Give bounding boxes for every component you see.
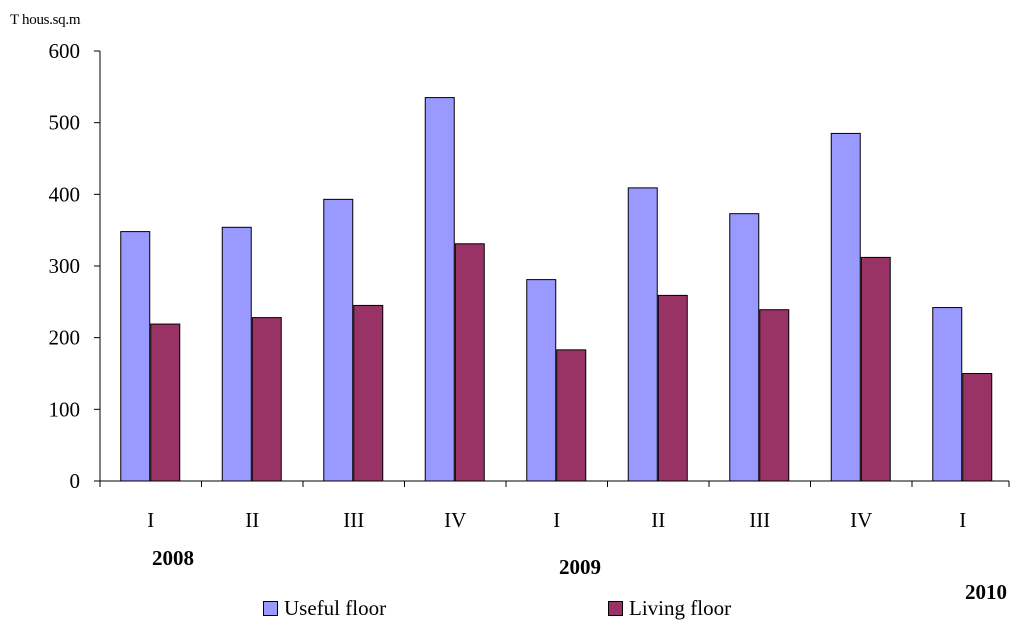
y-tick-label: 100 bbox=[49, 397, 81, 421]
bar-useful-floor bbox=[932, 307, 963, 482]
bar-living-floor bbox=[556, 349, 587, 482]
legend: Useful floor Living floor bbox=[0, 596, 1010, 622]
bar-useful-floor bbox=[221, 226, 252, 482]
y-tick-label: 600 bbox=[49, 39, 81, 63]
y-tick-label: 300 bbox=[49, 254, 81, 278]
legend-item-living-floor: Living floor bbox=[608, 596, 731, 621]
bar-living-floor bbox=[150, 323, 181, 482]
y-tick-label: 200 bbox=[49, 326, 81, 350]
bar-living-floor bbox=[759, 309, 790, 482]
y-tick-label: 500 bbox=[49, 111, 81, 135]
x-tick-label: III bbox=[343, 508, 364, 532]
year-label-2008: 2008 bbox=[152, 546, 194, 570]
bar-useful-floor bbox=[323, 198, 354, 482]
x-tick-label: IV bbox=[444, 508, 466, 532]
x-tick-label: I bbox=[553, 508, 560, 532]
bar-useful-floor bbox=[627, 187, 658, 482]
y-tick-label: 400 bbox=[49, 182, 81, 206]
year-label-2010: 2010 bbox=[965, 580, 1007, 604]
x-tick-label: I bbox=[147, 508, 154, 532]
bar-living-floor bbox=[353, 304, 384, 482]
bar-useful-floor bbox=[526, 279, 557, 482]
y-unit-label: T hous.sq.m bbox=[10, 12, 81, 28]
legend-swatch-useful-floor bbox=[263, 601, 278, 616]
x-tick-label: I bbox=[959, 508, 966, 532]
y-tick-label: 0 bbox=[70, 469, 81, 493]
x-tick-label: III bbox=[749, 508, 770, 532]
x-tick-label: II bbox=[245, 508, 259, 532]
bar-living-floor bbox=[454, 243, 485, 482]
x-tick-label: IV bbox=[850, 508, 872, 532]
bar-useful-floor bbox=[120, 231, 151, 482]
legend-label-living-floor: Living floor bbox=[629, 596, 732, 620]
x-tick-label: II bbox=[651, 508, 665, 532]
bar-living-floor bbox=[962, 373, 993, 482]
legend-item-useful-floor: Useful floor bbox=[263, 596, 386, 621]
year-label-2009: 2009 bbox=[559, 555, 601, 579]
legend-swatch-living-floor bbox=[608, 601, 623, 616]
bar-useful-floor bbox=[424, 97, 455, 482]
bar-living-floor bbox=[657, 294, 688, 482]
bar-living-floor bbox=[251, 317, 282, 482]
bar-living-floor bbox=[860, 256, 891, 482]
bar-useful-floor bbox=[729, 213, 760, 482]
bar-useful-floor bbox=[830, 132, 861, 482]
legend-label-useful-floor: Useful floor bbox=[284, 596, 387, 620]
